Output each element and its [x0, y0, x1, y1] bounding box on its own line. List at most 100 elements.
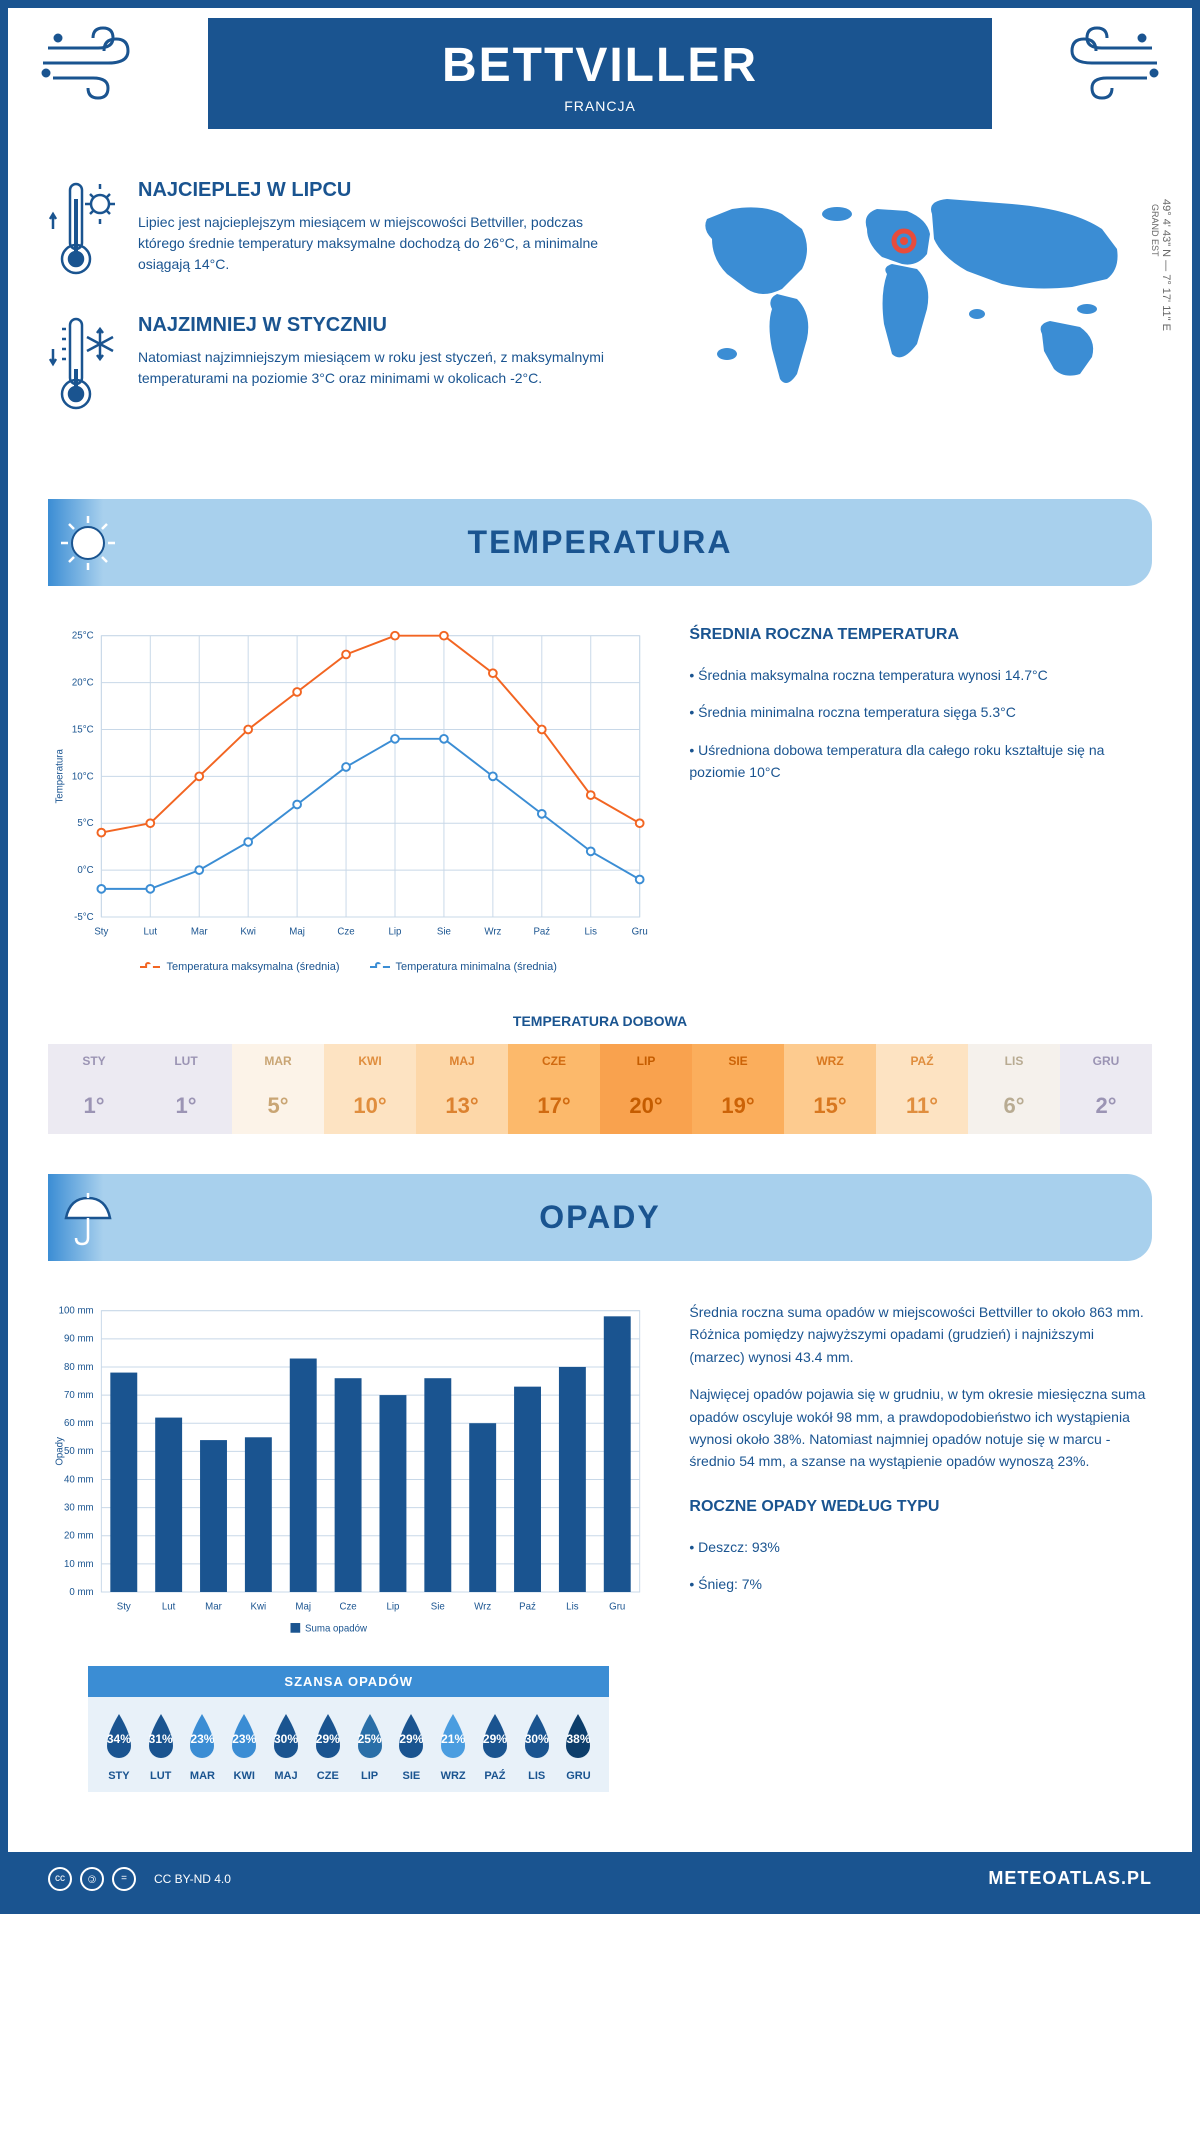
svg-text:Temperatura: Temperatura [55, 749, 66, 804]
temp-daily-cell: LUT1° [140, 1044, 232, 1134]
chance-cell: 38%GRU [558, 1712, 600, 1782]
svg-text:30 mm: 30 mm [64, 1503, 94, 1514]
svg-text:Sty: Sty [94, 926, 108, 937]
svg-text:Gru: Gru [609, 1602, 625, 1613]
precip-type-heading: ROCZNE OPADY WEDŁUG TYPU [689, 1498, 1152, 1516]
warmest-title: NAJCIEPLEJ W LIPCU [138, 179, 632, 202]
svg-text:Sie: Sie [437, 926, 451, 937]
coordinates: 49° 4' 43" N — 7° 17' 11" E GRAND EST [1150, 199, 1172, 331]
page-header: BETTVILLER FRANCJA [208, 18, 992, 129]
svg-text:Sie: Sie [431, 1602, 445, 1613]
wind-icon [1052, 23, 1162, 103]
temp-daily-cell: WRZ15° [784, 1044, 876, 1134]
svg-text:-5°C: -5°C [74, 912, 93, 923]
svg-text:Lut: Lut [162, 1602, 176, 1613]
svg-text:40 mm: 40 mm [64, 1474, 94, 1485]
svg-text:10 mm: 10 mm [64, 1559, 94, 1570]
precip-type-item: • Deszcz: 93% [689, 1536, 1152, 1558]
temp-daily-cell: CZE17° [508, 1044, 600, 1134]
svg-text:15°C: 15°C [72, 724, 94, 735]
temp-daily-cell: GRU2° [1060, 1044, 1152, 1134]
svg-text:80 mm: 80 mm [64, 1362, 94, 1373]
umbrella-icon [58, 1188, 118, 1248]
svg-text:5°C: 5°C [77, 818, 93, 829]
svg-text:Sty: Sty [117, 1602, 131, 1613]
temp-daily-cell: KWI10° [324, 1044, 416, 1134]
chance-cell: 29%CZE [307, 1712, 349, 1782]
svg-text:Lip: Lip [389, 926, 402, 937]
svg-text:70 mm: 70 mm [64, 1390, 94, 1401]
warmest-text: Lipiec jest najcieplejszym miesiącem w m… [138, 212, 632, 275]
svg-text:Maj: Maj [289, 926, 305, 937]
sun-icon [58, 513, 118, 573]
chance-cell: 34%STY [98, 1712, 140, 1782]
svg-text:Lip: Lip [386, 1602, 399, 1613]
chance-cell: 30%MAJ [265, 1712, 307, 1782]
cc-by-icon: 🄯 [80, 1867, 104, 1891]
svg-text:90 mm: 90 mm [64, 1334, 94, 1345]
license-text: CC BY-ND 4.0 [154, 1872, 231, 1886]
temp-bullet: • Uśredniona dobowa temperatura dla całe… [689, 739, 1152, 784]
warmest-block: NAJCIEPLEJ W LIPCU Lipiec jest najcieple… [48, 179, 632, 284]
cc-icon: cc [48, 1867, 72, 1891]
svg-text:0 mm: 0 mm [69, 1587, 93, 1598]
temperature-chart: -5°C0°C5°C10°C15°C20°C25°CStyLutMarKwiMa… [48, 626, 649, 946]
svg-text:Cze: Cze [339, 1602, 356, 1613]
temp-daily-cell: LIP20° [600, 1044, 692, 1134]
precip-text-1: Średnia roczna suma opadów w miejscowośc… [689, 1301, 1152, 1368]
location-title: BETTVILLER [208, 38, 992, 93]
coldest-text: Natomiast najzimniejszym miesiącem w rok… [138, 347, 632, 389]
svg-text:10°C: 10°C [72, 771, 94, 782]
svg-text:Kwi: Kwi [240, 926, 256, 937]
svg-text:20°C: 20°C [72, 677, 94, 688]
footer: cc 🄯 = CC BY-ND 4.0 METEOATLAS.PL [8, 1852, 1192, 1906]
temp-bullet: • Średnia minimalna roczna temperatura s… [689, 701, 1152, 723]
svg-text:25°C: 25°C [72, 631, 94, 642]
temp-annual-heading: ŚREDNIA ROCZNA TEMPERATURA [689, 626, 1152, 644]
svg-text:Suma opadów: Suma opadów [305, 1624, 368, 1635]
thermometer-hot-icon [48, 179, 118, 279]
site-name: METEOATLAS.PL [988, 1868, 1152, 1889]
legend-item: Temperatura maksymalna (średnia) [140, 961, 339, 973]
thermometer-cold-icon [48, 314, 118, 414]
temp-daily-cell: STY1° [48, 1044, 140, 1134]
svg-text:Mar: Mar [205, 1602, 222, 1613]
svg-text:Wrz: Wrz [474, 1602, 491, 1613]
temp-daily-cell: PAŹ11° [876, 1044, 968, 1134]
temp-daily-heading: TEMPERATURA DOBOWA [48, 1013, 1152, 1029]
svg-text:60 mm: 60 mm [64, 1418, 94, 1429]
svg-text:Lut: Lut [144, 926, 158, 937]
chance-cell: 23%MAR [182, 1712, 224, 1782]
svg-text:20 mm: 20 mm [64, 1531, 94, 1542]
temp-daily-cell: LIS6° [968, 1044, 1060, 1134]
svg-text:Paź: Paź [533, 926, 550, 937]
chance-cell: 29%SIE [390, 1712, 432, 1782]
svg-text:50 mm: 50 mm [64, 1446, 94, 1457]
svg-text:Lis: Lis [585, 926, 598, 937]
precipitation-chart: 0 mm 10 mm 20 mm 30 mm 40 mm 50 mm 60 mm 70 mm 8… [48, 1301, 649, 1640]
precip-text-2: Najwięcej opadów pojawia się w grudniu, … [689, 1383, 1152, 1473]
temp-daily-cell: MAR5° [232, 1044, 324, 1134]
chance-cell: 29%PAŹ [474, 1712, 516, 1782]
precip-type-item: • Śnieg: 7% [689, 1573, 1152, 1595]
world-map: 49° 4' 43" N — 7° 17' 11" E GRAND EST [672, 179, 1152, 449]
temp-daily-cell: MAJ13° [416, 1044, 508, 1134]
svg-text:100 mm: 100 mm [59, 1306, 94, 1317]
chance-cell: 31%LUT [140, 1712, 182, 1782]
chance-cell: 21%WRZ [432, 1712, 474, 1782]
svg-text:Kwi: Kwi [251, 1602, 267, 1613]
svg-text:Wrz: Wrz [484, 926, 501, 937]
section-header-temperature: TEMPERATURA [48, 499, 1152, 586]
svg-text:0°C: 0°C [77, 865, 93, 876]
svg-text:Paź: Paź [519, 1602, 536, 1613]
coldest-title: NAJZIMNIEJ W STYCZNIU [138, 314, 632, 337]
svg-text:Cze: Cze [337, 926, 354, 937]
temp-daily-cell: SIE19° [692, 1044, 784, 1134]
svg-text:Lis: Lis [566, 1602, 579, 1613]
chance-cell: 25%LIP [349, 1712, 391, 1782]
chance-heading: SZANSA OPADÓW [88, 1666, 609, 1697]
location-country: FRANCJA [208, 98, 992, 114]
wind-icon [38, 23, 148, 103]
cc-nd-icon: = [112, 1867, 136, 1891]
svg-text:Maj: Maj [295, 1602, 311, 1613]
